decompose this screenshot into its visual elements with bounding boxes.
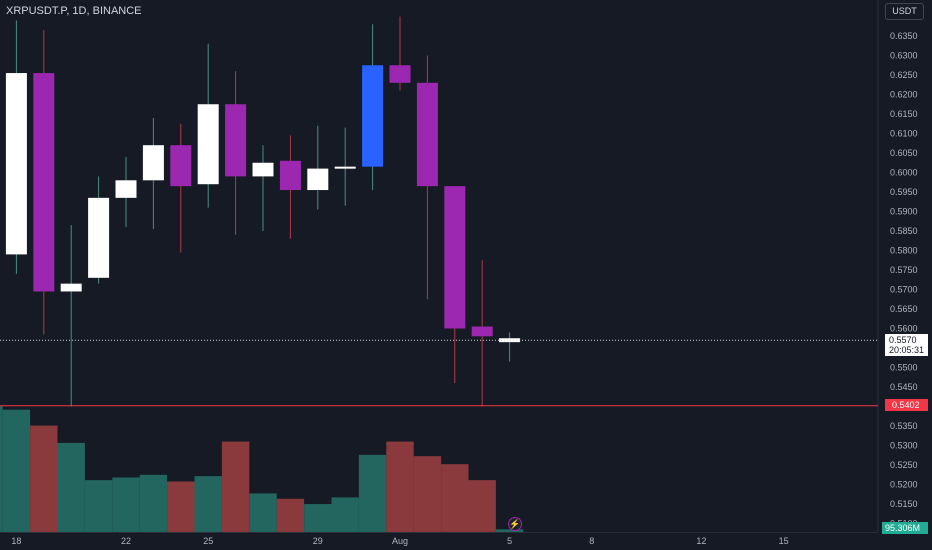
candle-body bbox=[170, 145, 192, 187]
volume-bar bbox=[441, 464, 469, 532]
y-tick-label: 0.5600 bbox=[890, 324, 918, 334]
y-tick-label: 0.5850 bbox=[890, 226, 918, 236]
candle-body bbox=[334, 166, 356, 169]
x-tick-label: 25 bbox=[203, 536, 213, 546]
candle-body bbox=[362, 65, 384, 167]
volume-bar bbox=[249, 493, 277, 532]
volume-bar bbox=[167, 481, 195, 532]
volume-bar bbox=[495, 529, 524, 532]
y-tick-label: 0.5450 bbox=[890, 382, 918, 392]
volume-bar bbox=[30, 425, 58, 532]
candle-body bbox=[307, 168, 329, 191]
y-tick-label: 0.6050 bbox=[890, 148, 918, 158]
candle-body bbox=[225, 104, 247, 177]
volume-bar bbox=[331, 497, 359, 532]
volume-bar bbox=[0, 405, 3, 532]
candle-body bbox=[142, 145, 164, 181]
candle-body bbox=[197, 104, 219, 185]
x-tick-label: 12 bbox=[696, 536, 706, 546]
y-tick-label: 0.5900 bbox=[890, 207, 918, 217]
candle-body bbox=[389, 65, 411, 83]
x-tick-label: 22 bbox=[121, 536, 131, 546]
current-price-label: 0.5570 20:05:31 bbox=[885, 334, 928, 356]
y-tick-label: 0.6250 bbox=[890, 70, 918, 80]
y-tick-label: 0.5800 bbox=[890, 246, 918, 256]
y-tick-label: 0.6150 bbox=[890, 109, 918, 119]
x-tick-label: 5 bbox=[507, 536, 512, 546]
candle-body bbox=[416, 82, 438, 187]
x-tick-label: 29 bbox=[313, 536, 323, 546]
y-tick-label: 0.5500 bbox=[890, 363, 918, 373]
candle-body bbox=[60, 283, 82, 292]
volume-bar bbox=[413, 456, 442, 532]
candle-body bbox=[252, 162, 274, 177]
y-tick-label: 0.5950 bbox=[890, 187, 918, 197]
x-tick-label: Aug bbox=[392, 536, 408, 546]
volume-bar bbox=[358, 454, 387, 532]
y-tick-label: 0.5150 bbox=[890, 499, 918, 509]
y-tick-label: 0.5700 bbox=[890, 285, 918, 295]
y-tick-label: 0.6200 bbox=[890, 90, 918, 100]
x-tick-label: 8 bbox=[589, 536, 594, 546]
volume-bar bbox=[2, 409, 31, 532]
volume-bar bbox=[57, 442, 85, 532]
volume-bar bbox=[468, 480, 496, 532]
y-tick-label: 0.5250 bbox=[890, 460, 918, 470]
candle-body bbox=[444, 186, 466, 329]
candle-body bbox=[115, 180, 137, 198]
y-tick-label: 0.5300 bbox=[890, 441, 918, 451]
x-tick-label: 18 bbox=[11, 536, 21, 546]
y-tick-label: 0.5350 bbox=[890, 421, 918, 431]
y-tick-label: 0.6000 bbox=[890, 168, 918, 178]
current-price-value: 0.5570 bbox=[889, 335, 917, 345]
candle-body bbox=[471, 326, 493, 337]
candle-countdown: 20:05:31 bbox=[889, 345, 925, 355]
volume-bar bbox=[386, 441, 414, 532]
lightning-icon[interactable]: ⚡ bbox=[508, 517, 522, 531]
low-price-label: 0.5402 bbox=[885, 399, 928, 411]
volume-bar bbox=[276, 498, 305, 532]
x-tick-label: 15 bbox=[779, 536, 789, 546]
y-tick-label: 0.6300 bbox=[890, 51, 918, 61]
y-tick-label: 0.5750 bbox=[890, 265, 918, 275]
y-tick-label: 0.5650 bbox=[890, 304, 918, 314]
candle-body bbox=[33, 73, 55, 292]
y-tick-label: 0.6350 bbox=[890, 31, 918, 41]
candle-body bbox=[5, 73, 27, 255]
currency-button[interactable]: USDT bbox=[885, 3, 924, 20]
y-tick-label: 0.5200 bbox=[890, 480, 918, 490]
volume-bar bbox=[221, 441, 250, 532]
volume-bar bbox=[139, 474, 168, 532]
candle-body bbox=[499, 338, 521, 343]
volume-bar bbox=[194, 476, 222, 532]
candle-body bbox=[88, 197, 110, 278]
volume-bar bbox=[112, 477, 140, 532]
volume-bar bbox=[304, 504, 332, 532]
y-tick-label: 0.6100 bbox=[890, 129, 918, 139]
volume-bar bbox=[84, 480, 113, 532]
volume-value-label: 95.306M bbox=[882, 522, 928, 534]
symbol-title: XRPUSDT.P, 1D, BINANCE bbox=[6, 5, 142, 17]
candle-body bbox=[279, 160, 301, 191]
